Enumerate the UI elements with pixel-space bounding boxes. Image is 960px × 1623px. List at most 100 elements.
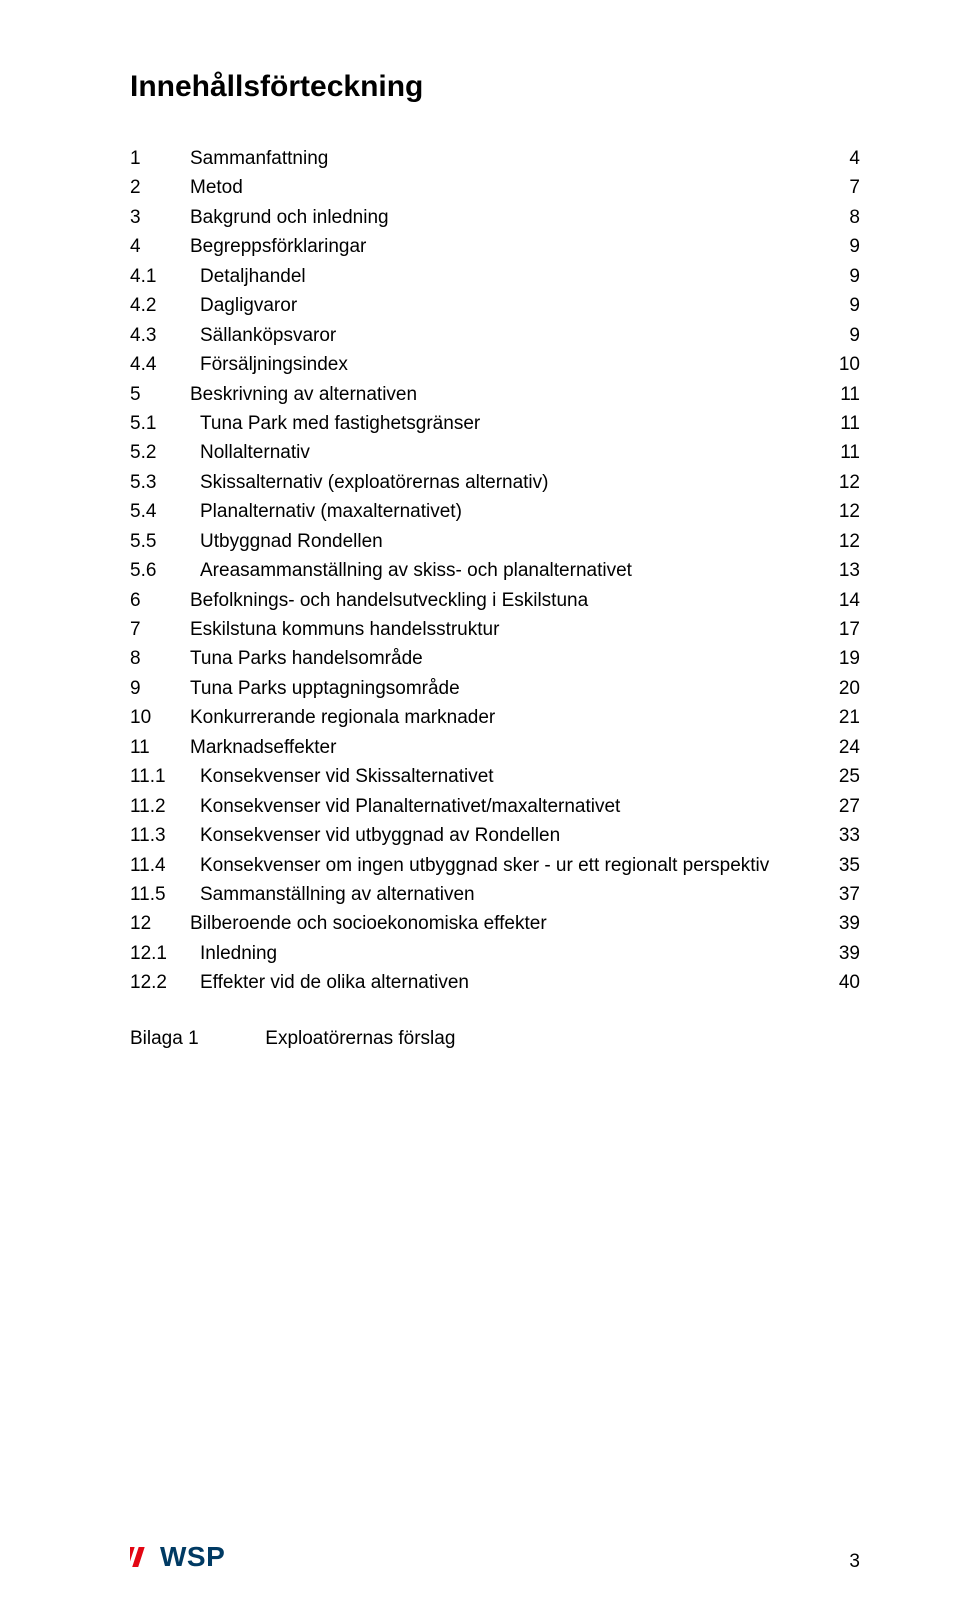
toc-entry-label: Tuna Park med fastighetsgränser: [200, 409, 480, 438]
toc-row-left: 1Sammanfattning: [130, 144, 328, 173]
toc-row-left: 11.5Sammanställning av alternativen: [130, 880, 475, 909]
toc-entry-number: 8: [130, 644, 190, 673]
toc-entry-page: 20: [820, 674, 860, 703]
toc-row: 4.3Sällanköpsvaror9: [130, 321, 860, 350]
toc-entry-number: 11.3: [130, 821, 200, 850]
toc-row: 4Begreppsförklaringar9: [130, 232, 860, 261]
toc-row: 10Konkurrerande regionala marknader 21: [130, 703, 860, 732]
toc-entry-number: 11.1: [130, 762, 200, 791]
toc-row-left: 5Beskrivning av alternativen: [130, 380, 417, 409]
toc-entry-number: 5.1: [130, 409, 200, 438]
toc-entry-page: 11: [820, 409, 860, 438]
toc-entry-label: Utbyggnad Rondellen: [200, 527, 383, 556]
toc-entry-number: 5.2: [130, 438, 200, 467]
toc-row-left: 7Eskilstuna kommuns handelsstruktur: [130, 615, 499, 644]
toc-entry-page: 27: [820, 792, 860, 821]
toc-row-left: 10Konkurrerande regionala marknader: [130, 703, 495, 732]
toc-row: 5.1Tuna Park med fastighetsgränser 11: [130, 409, 860, 438]
toc-entry-label: Eskilstuna kommuns handelsstruktur: [190, 615, 499, 644]
toc-row: 1Sammanfattning4: [130, 144, 860, 173]
page-number: 3: [849, 1551, 860, 1573]
toc-entry-page: 39: [820, 939, 860, 968]
toc-entry-number: 12.1: [130, 939, 200, 968]
appendix-text: Exploatörernas förslag: [265, 1028, 455, 1049]
toc-entry-number: 3: [130, 203, 190, 232]
toc-row: 4.2Dagligvaror9: [130, 291, 860, 320]
toc-row: 5.4Planalternativ (maxalternativet)12: [130, 497, 860, 526]
toc-entry-number: 4.4: [130, 350, 200, 379]
toc-entry-page: 39: [820, 909, 860, 938]
toc-entry-label: Konsekvenser vid utbyggnad av Rondellen: [200, 821, 560, 850]
toc-entry-number: 6: [130, 586, 190, 615]
toc-row-left: 4.3Sällanköpsvaror: [130, 321, 336, 350]
toc-row-left: 9Tuna Parks upptagningsområde: [130, 674, 460, 703]
toc-row: 5.3Skissalternativ (exploatörernas alter…: [130, 468, 860, 497]
toc-entry-number: 4.2: [130, 291, 200, 320]
toc-row-left: 12Bilberoende och socioekonomiska effekt…: [130, 909, 547, 938]
toc-entry-number: 5.4: [130, 497, 200, 526]
toc-entry-label: Skissalternativ (exploatörernas alternat…: [200, 468, 549, 497]
toc-entry-page: 13: [820, 556, 860, 585]
toc-entry-page: 8: [820, 203, 860, 232]
toc-row-left: 5.3Skissalternativ (exploatörernas alter…: [130, 468, 549, 497]
toc-entry-number: 7: [130, 615, 190, 644]
page-footer: WSP 3: [130, 1541, 860, 1573]
toc-row: 5Beskrivning av alternativen11: [130, 380, 860, 409]
toc-row: 3Bakgrund och inledning 8: [130, 203, 860, 232]
toc-entry-page: 9: [820, 232, 860, 261]
toc-entry-number: 11: [130, 733, 190, 762]
toc-entry-number: 4.1: [130, 262, 200, 291]
toc-row: 11.4Konsekvenser om ingen utbyggnad sker…: [130, 851, 860, 880]
toc-row: 11.2Konsekvenser vid Planalternativet/ma…: [130, 792, 860, 821]
toc-entry-page: 17: [820, 615, 860, 644]
toc-row-left: 5.1Tuna Park med fastighetsgränser: [130, 409, 480, 438]
toc-entry-page: 40: [820, 968, 860, 997]
toc-row: 7Eskilstuna kommuns handelsstruktur 17: [130, 615, 860, 644]
page: Innehållsförteckning 1Sammanfattning42Me…: [0, 0, 960, 1623]
toc-row: 6Befolknings- och handelsutveckling i Es…: [130, 586, 860, 615]
toc-row: 11Marknadseffekter24: [130, 733, 860, 762]
toc-row-left: 11.2Konsekvenser vid Planalternativet/ma…: [130, 792, 620, 821]
toc-row-left: 5.2Nollalternativ: [130, 438, 310, 467]
toc-row-left: 3Bakgrund och inledning: [130, 203, 389, 232]
toc-row-left: 5.5Utbyggnad Rondellen: [130, 527, 383, 556]
toc-entry-label: Dagligvaror: [200, 291, 297, 320]
toc-row-left: 5.4Planalternativ (maxalternativet): [130, 497, 462, 526]
toc-entry-label: Konsekvenser om ingen utbyggnad sker - u…: [200, 851, 769, 880]
toc-row: 11.1Konsekvenser vid Skissalternativet25: [130, 762, 860, 791]
toc-entry-label: Detaljhandel: [200, 262, 306, 291]
toc-row-left: 5.6Areasammanställning av skiss- och pla…: [130, 556, 632, 585]
toc-entry-label: Beskrivning av alternativen: [190, 380, 417, 409]
toc-row-left: 4.1Detaljhandel: [130, 262, 306, 291]
toc-entry-number: 5.5: [130, 527, 200, 556]
toc-entry-page: 11: [820, 438, 860, 467]
appendix-line: Bilaga 1 Exploatörernas förslag: [130, 1028, 860, 1050]
toc-row: 8Tuna Parks handelsområde19: [130, 644, 860, 673]
appendix-label: Bilaga 1: [130, 1028, 260, 1050]
toc-row-left: 8Tuna Parks handelsområde: [130, 644, 423, 673]
toc-entry-page: 7: [820, 173, 860, 202]
toc-entry-label: Bilberoende och socioekonomiska effekter: [190, 909, 547, 938]
toc-row: 5.5Utbyggnad Rondellen 12: [130, 527, 860, 556]
toc-entry-number: 5: [130, 380, 190, 409]
toc-row: 5.2Nollalternativ 11: [130, 438, 860, 467]
toc-entry-page: 21: [820, 703, 860, 732]
toc-entry-page: 12: [820, 527, 860, 556]
toc-entry-label: Effekter vid de olika alternativen: [200, 968, 469, 997]
toc-entry-label: Sammanfattning: [190, 144, 328, 173]
toc-list: 1Sammanfattning42Metod73Bakgrund och inl…: [130, 144, 860, 998]
toc-entry-page: 37: [820, 880, 860, 909]
toc-title: Innehållsförteckning: [130, 70, 860, 104]
toc-entry-label: Tuna Parks upptagningsområde: [190, 674, 460, 703]
toc-entry-number: 4: [130, 232, 190, 261]
toc-entry-label: Försäljningsindex: [200, 350, 348, 379]
logo-mark-icon: [130, 1543, 156, 1571]
toc-row-left: 4.4Försäljningsindex: [130, 350, 348, 379]
logo-text: WSP: [160, 1541, 225, 1573]
toc-entry-number: 5.6: [130, 556, 200, 585]
toc-entry-label: Nollalternativ: [200, 438, 310, 467]
toc-row-left: 12.2Effekter vid de olika alternativen: [130, 968, 469, 997]
toc-entry-number: 10: [130, 703, 190, 732]
toc-row-left: 11.1Konsekvenser vid Skissalternativet: [130, 762, 494, 791]
wsp-logo: WSP: [130, 1541, 225, 1573]
